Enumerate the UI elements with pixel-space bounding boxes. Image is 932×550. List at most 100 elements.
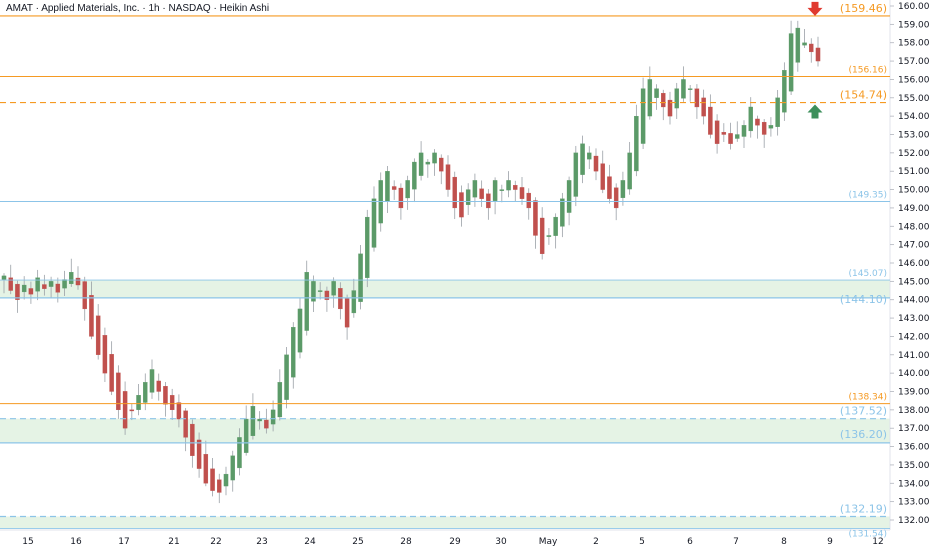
candle-body (42, 284, 47, 289)
support-zone (0, 516, 890, 529)
price-tick-label: 160.00 (898, 2, 930, 12)
candle-body (687, 88, 693, 90)
candle-body (237, 437, 242, 469)
support-zone (0, 418, 890, 443)
candle-body (782, 70, 787, 113)
price-tick-label: 159.00 (898, 20, 930, 30)
candle-body (351, 290, 357, 314)
candle-body (163, 386, 168, 405)
candle-body (203, 454, 209, 484)
candle-body (62, 279, 67, 289)
candle-body (122, 391, 128, 429)
candle-body (116, 372, 121, 411)
candle-body (169, 395, 175, 411)
time-tick-label: 21 (168, 537, 179, 547)
candle-body (35, 277, 40, 292)
level-label: (132.19) (840, 503, 887, 516)
candle-body (479, 188, 484, 199)
candle-body (398, 187, 404, 209)
candle-body (156, 380, 161, 392)
candle-body (486, 193, 491, 209)
candle-body (661, 93, 666, 108)
candle-body (425, 161, 431, 165)
candle-body (701, 97, 706, 117)
candle-body (815, 47, 821, 62)
candle-body (573, 152, 579, 197)
time-tick-label: 28 (400, 537, 412, 547)
candle-body (277, 382, 283, 418)
time-tick-label: 2 (593, 537, 599, 547)
candle-body (311, 281, 316, 302)
candle-body (492, 180, 498, 201)
candle-body (264, 419, 269, 429)
price-tick-label: 158.00 (898, 39, 930, 49)
candle-body (593, 155, 599, 172)
candle-body (459, 192, 464, 218)
candle-body (506, 180, 511, 191)
price-tick-label: 144.00 (898, 296, 930, 306)
candle-body (69, 272, 74, 284)
candle-body (728, 133, 733, 144)
time-tick-label: 17 (118, 537, 129, 547)
candle-body (802, 42, 807, 46)
price-tick-label: 153.00 (898, 131, 930, 141)
price-tick-label: 142.00 (898, 332, 930, 342)
candle-body (405, 180, 410, 199)
price-tick-label: 135.00 (898, 461, 930, 471)
support-zone (0, 280, 890, 298)
candle-body (613, 187, 619, 209)
candle-body (344, 298, 350, 328)
candle-body (217, 479, 222, 493)
candle-body (432, 152, 437, 164)
time-tick-label: 23 (256, 537, 267, 547)
candle-body (748, 106, 753, 132)
candle-body (553, 216, 558, 236)
candle-body (338, 288, 343, 310)
candle-body (439, 157, 444, 172)
candle-body (620, 180, 626, 198)
candle-body (640, 88, 646, 144)
price-tick-label: 145.00 (898, 277, 930, 287)
level-label: (136.20) (840, 428, 887, 441)
price-tick-label: 132.00 (898, 516, 930, 526)
candle-body (1, 275, 7, 280)
level-label: (145.07) (848, 269, 887, 279)
time-tick-label: 30 (495, 537, 507, 547)
candle-body (546, 235, 552, 237)
time-tick-label: 5 (639, 537, 645, 547)
candle-body (358, 253, 363, 302)
candle-body (331, 281, 336, 296)
candle-body (21, 284, 27, 293)
candle-body (109, 354, 114, 392)
level-label: (144.10) (840, 293, 887, 306)
candle-body (418, 152, 424, 176)
candle-body (795, 27, 801, 63)
candle-body (533, 200, 538, 236)
candle-body (526, 192, 531, 209)
price-tick-label: 140.00 (898, 369, 930, 379)
level-label: (138.34) (848, 393, 887, 403)
candle-body (472, 180, 478, 198)
candle-body (788, 33, 794, 92)
candle-body (196, 439, 202, 469)
candle-body (223, 473, 229, 487)
candle-body (412, 161, 417, 190)
time-tick-label: 8 (781, 537, 787, 547)
candle-body (317, 290, 323, 292)
candle-body (55, 283, 61, 293)
time-tick-label: 25 (352, 537, 363, 547)
candle-body (499, 189, 505, 191)
price-tick-label: 147.00 (898, 241, 930, 251)
candle-body (755, 118, 760, 126)
price-tick-label: 141.00 (898, 351, 930, 361)
level-label: (131.54) (848, 529, 887, 539)
price-tick-label: 149.00 (898, 204, 930, 214)
candle-body (149, 369, 155, 393)
candle-body (95, 315, 101, 355)
price-tick-label: 152.00 (898, 149, 930, 159)
candle-body (391, 186, 397, 190)
level-label: (156.16) (848, 65, 887, 75)
candle-body (129, 409, 135, 412)
candle-body (445, 164, 451, 190)
candle-body (385, 171, 390, 202)
